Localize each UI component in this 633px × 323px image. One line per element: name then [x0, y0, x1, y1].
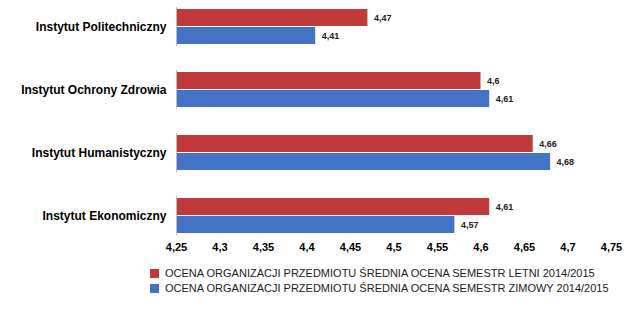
svg-text:4,3: 4,3 [212, 241, 227, 253]
svg-text:4,41: 4,41 [322, 31, 340, 41]
svg-text:4,65: 4,65 [514, 241, 535, 253]
svg-text:4,45: 4,45 [340, 241, 361, 253]
svg-text:4,4: 4,4 [299, 241, 315, 253]
svg-text:4,47: 4,47 [374, 13, 392, 23]
svg-text:Instytut Ekonomiczny: Instytut Ekonomiczny [42, 209, 166, 223]
html-text:OCENA ORGANIZACJI PRZEDMIOTU Ś: OCENA ORGANIZACJI PRZEDMIOTU ŚREDNIA OCE… [165, 267, 595, 279]
svg-text:4,75: 4,75 [601, 241, 622, 253]
html-text:OCENA ORGANIZACJI PRZEDMIOTU Ś: OCENA ORGANIZACJI PRZEDMIOTU ŚREDNIA OCE… [165, 282, 609, 294]
svg-text:4,6: 4,6 [473, 241, 488, 253]
svg-text:4,6: 4,6 [487, 76, 500, 86]
svg-text:4,68: 4,68 [557, 157, 575, 167]
svg-text:4,5: 4,5 [386, 241, 401, 253]
svg-text:4,25: 4,25 [166, 241, 187, 253]
svg-text:4,57: 4,57 [461, 220, 479, 230]
svg-text:4,61: 4,61 [496, 202, 514, 212]
svg-text:Instytut Ochrony Zdrowia: Instytut Ochrony Zdrowia [21, 83, 167, 97]
svg-text:4,66: 4,66 [539, 139, 557, 149]
svg-text:4,55: 4,55 [427, 241, 448, 253]
svg-text:Instytut Humanistyczny: Instytut Humanistyczny [32, 146, 167, 160]
svg-text:4,61: 4,61 [496, 94, 514, 104]
svg-text:Instytut Politechniczny: Instytut Politechniczny [36, 20, 167, 34]
svg-text:4,7: 4,7 [560, 241, 575, 253]
svg-text:4,35: 4,35 [253, 241, 274, 253]
